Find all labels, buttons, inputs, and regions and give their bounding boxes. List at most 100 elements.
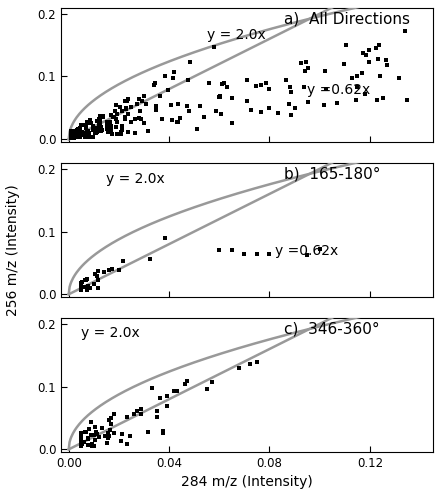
Point xyxy=(104,430,111,438)
Point xyxy=(379,94,386,102)
Point xyxy=(170,388,177,396)
Point xyxy=(78,130,85,138)
Point xyxy=(96,126,103,134)
Point xyxy=(220,79,227,87)
Point xyxy=(140,118,147,126)
Point xyxy=(205,80,212,88)
Point xyxy=(122,113,129,121)
Point xyxy=(131,410,138,418)
Point xyxy=(94,267,101,275)
Point xyxy=(247,106,254,114)
Point xyxy=(396,74,403,82)
Point xyxy=(253,358,260,366)
Point xyxy=(114,130,121,138)
Point xyxy=(80,283,87,291)
Point xyxy=(340,60,347,68)
Point xyxy=(108,126,115,134)
Point xyxy=(112,107,119,115)
Point xyxy=(81,134,88,141)
Point xyxy=(78,278,85,286)
Point xyxy=(107,111,114,119)
Point xyxy=(210,43,217,51)
Point xyxy=(87,116,94,124)
Point xyxy=(113,115,120,123)
Point xyxy=(97,112,104,120)
Point xyxy=(74,126,81,134)
Point xyxy=(74,128,81,136)
Point xyxy=(185,106,192,114)
Point xyxy=(108,130,115,138)
Point xyxy=(118,128,125,136)
Point xyxy=(320,101,327,109)
Point xyxy=(93,129,100,137)
Point xyxy=(76,125,83,133)
Point xyxy=(99,126,106,134)
Point xyxy=(81,122,88,130)
Point xyxy=(110,113,117,121)
Point xyxy=(120,256,127,264)
Point xyxy=(68,132,75,140)
Point xyxy=(375,41,382,49)
Point xyxy=(229,246,236,254)
Point xyxy=(100,268,107,276)
Point xyxy=(402,27,409,35)
Point xyxy=(82,132,89,140)
Point xyxy=(84,282,91,290)
Point xyxy=(108,420,114,428)
Point xyxy=(174,100,181,108)
Point xyxy=(113,101,120,109)
Point xyxy=(354,84,361,92)
Point xyxy=(160,430,167,438)
Point xyxy=(291,104,298,112)
Point xyxy=(70,134,77,141)
Point xyxy=(108,414,115,422)
Point xyxy=(70,132,77,140)
Point xyxy=(73,132,80,140)
Point xyxy=(354,72,361,80)
Point xyxy=(104,124,111,132)
Point xyxy=(158,115,165,123)
Point xyxy=(333,99,340,107)
Point xyxy=(316,244,323,252)
Point xyxy=(123,440,130,448)
Point xyxy=(159,427,166,435)
Point xyxy=(218,110,225,118)
Point xyxy=(303,58,310,66)
Text: y = 2.0x: y = 2.0x xyxy=(207,28,266,42)
Point xyxy=(287,88,294,96)
Point xyxy=(275,110,282,118)
Point xyxy=(105,416,112,424)
Point xyxy=(98,123,105,131)
Point xyxy=(106,118,113,126)
Point xyxy=(80,438,87,446)
Point xyxy=(104,121,111,129)
Point xyxy=(123,413,130,421)
Point xyxy=(106,128,113,136)
Point xyxy=(78,121,85,129)
Text: y =0.62x: y =0.62x xyxy=(274,244,338,258)
Point xyxy=(352,96,359,104)
Point xyxy=(297,60,304,68)
Point xyxy=(79,128,86,136)
Point xyxy=(181,380,188,388)
Point xyxy=(78,432,85,440)
Point xyxy=(87,432,94,440)
Point xyxy=(90,431,97,439)
Point xyxy=(376,72,383,80)
Point xyxy=(153,102,160,110)
Point xyxy=(85,127,92,135)
Point xyxy=(365,58,372,66)
Point xyxy=(90,132,97,140)
Point xyxy=(82,276,89,284)
Point xyxy=(87,284,94,292)
Point xyxy=(77,132,84,140)
Point xyxy=(258,81,265,89)
Point xyxy=(94,430,101,438)
Point xyxy=(96,116,103,124)
Point xyxy=(75,126,82,134)
Point xyxy=(197,102,204,110)
Point xyxy=(93,124,100,132)
Point xyxy=(384,61,391,69)
Point xyxy=(98,126,105,134)
Point xyxy=(78,442,85,450)
